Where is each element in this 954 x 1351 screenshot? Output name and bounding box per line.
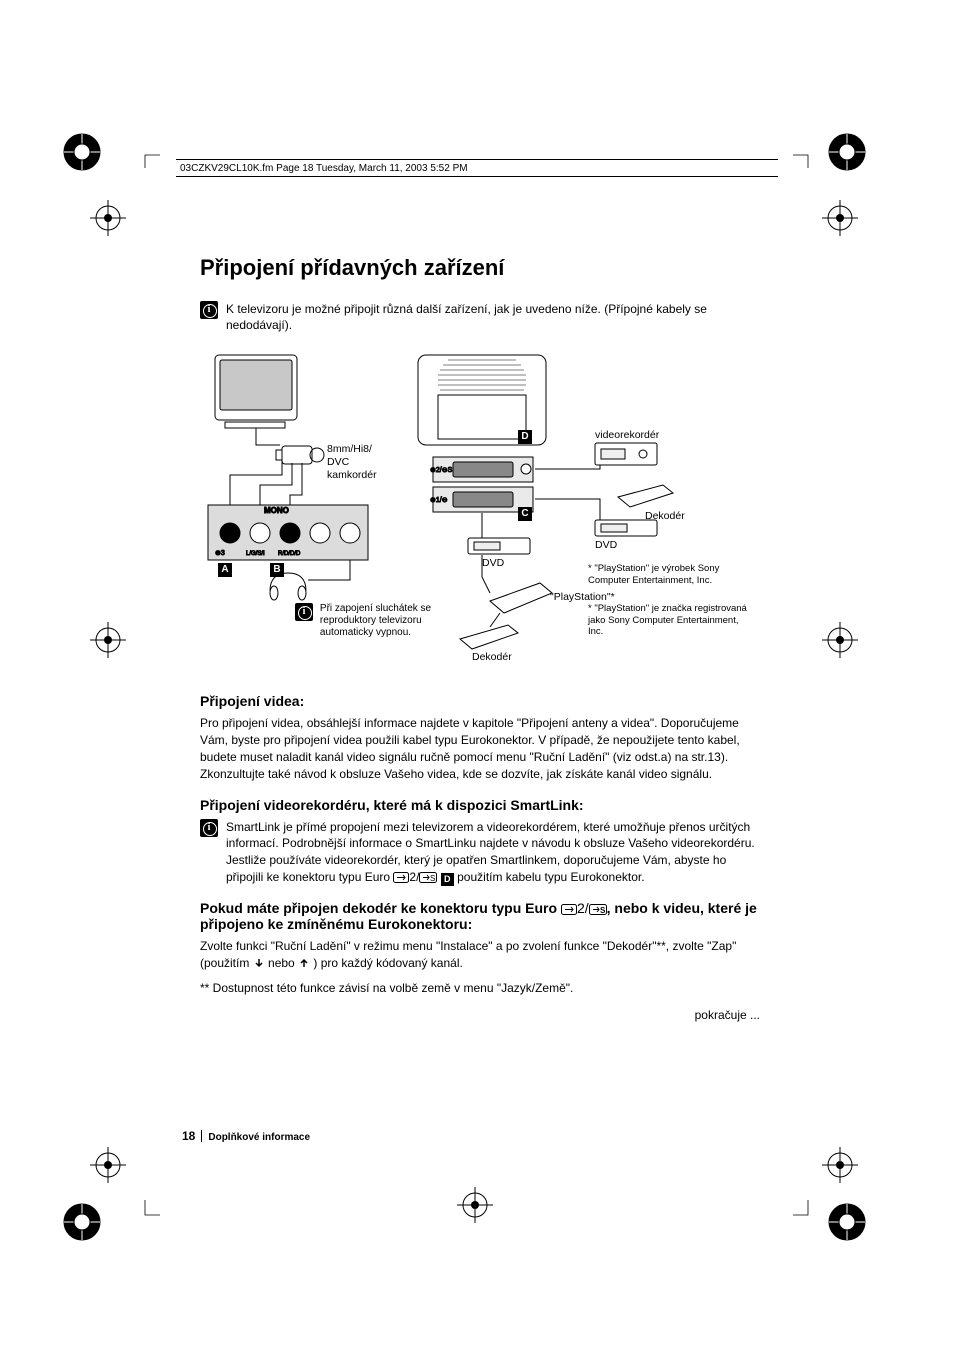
label-decoder2: Dekodér [472,651,512,664]
page-title: Připojení přídavných zařízení [200,255,760,281]
info-icon [200,301,218,319]
page-number: 18 [182,1129,195,1143]
connection-diagram: ⊕3 L/G/S/I R/D/D/D MONO [200,345,760,675]
section-video-body: Pro připojení videa, obsáhlejší informac… [200,715,760,782]
inline-letter-d: D [441,873,454,886]
info-icon [295,603,313,621]
label-videorecorder: videorekordér [595,429,659,442]
svg-text:S: S [430,874,435,883]
svg-text:L/G/S/I: L/G/S/I [246,551,265,557]
continue-label: pokračuje ... [200,1008,760,1022]
decoder-footnote: ** Dostupnost této funkce závisí na volb… [200,980,760,997]
label-camcorder: 8mm/Hi8/ DVC kamkordér [327,443,377,481]
label-dvd1: DVD [595,539,617,552]
footer-divider [201,1130,202,1142]
euro-label: 2/ [409,870,419,884]
section-video-heading: Připojení videa: [200,693,760,709]
diagram-letter-c: C [518,507,532,521]
page-footer: 18 Doplňkové informace [182,1128,310,1143]
footer-section-label: Doplňkové informace [208,1132,310,1143]
scart-in-icon: S [589,904,607,915]
intro-text: K televizoru je možné připojit různá dal… [226,301,760,333]
label-dvd2: DVD [482,557,504,570]
note-headphones-text: Při zapojení sluchátek se reproduktory t… [320,603,440,639]
smartlink-body2b: použitím kabelu typu Eurokonektor. [457,870,644,884]
svg-text:⊕2/⊖S: ⊕2/⊖S [430,467,453,474]
section-decoder-heading: Pokud máte připojen dekodér ke konektoru… [200,900,760,932]
svg-text:S: S [600,906,606,915]
smartlink-body1: SmartLink je přímé propojení mezi televi… [226,820,755,851]
scart-out-icon [561,904,577,915]
diagram-letter-b: B [270,563,284,577]
ps-footnote-1: * "PlayStation" je výrobek Sony Computer… [588,563,748,586]
svg-text:⊕1/⊖: ⊕1/⊖ [430,497,448,504]
running-head: 03CZKV29CL10K.fm Page 18 Tuesday, March … [176,159,778,177]
note-headphones: Při zapojení sluchátek se reproduktory t… [295,603,445,639]
info-icon [200,819,218,837]
svg-text:MONO: MONO [264,506,289,515]
diagram-letter-d: D [518,430,532,444]
arrow-down-icon [253,957,265,969]
scart-out-icon [393,872,409,883]
label-decoder1: Dekodér [645,510,685,523]
svg-text:R/D/D/D: R/D/D/D [278,551,301,557]
section-smartlink-heading: Připojení videorekordéru, které má k dis… [200,797,760,813]
section-decoder-body: Zvolte funkci "Ruční Ladění" v režimu me… [200,938,760,972]
diagram-letter-a: A [218,563,232,577]
label-playstation: "PlayStation"* [550,591,615,604]
smartlink-row: SmartLink je přímé propojení mezi televi… [200,819,760,886]
svg-text:⊕3: ⊕3 [215,550,225,557]
arrow-up-icon [298,957,310,969]
scart-in-icon: S [419,872,437,883]
ps-footnote-2: * "PlayStation" je značka registrovaná j… [588,603,748,637]
intro-row: K televizoru je možné připojit různá dal… [200,301,760,333]
